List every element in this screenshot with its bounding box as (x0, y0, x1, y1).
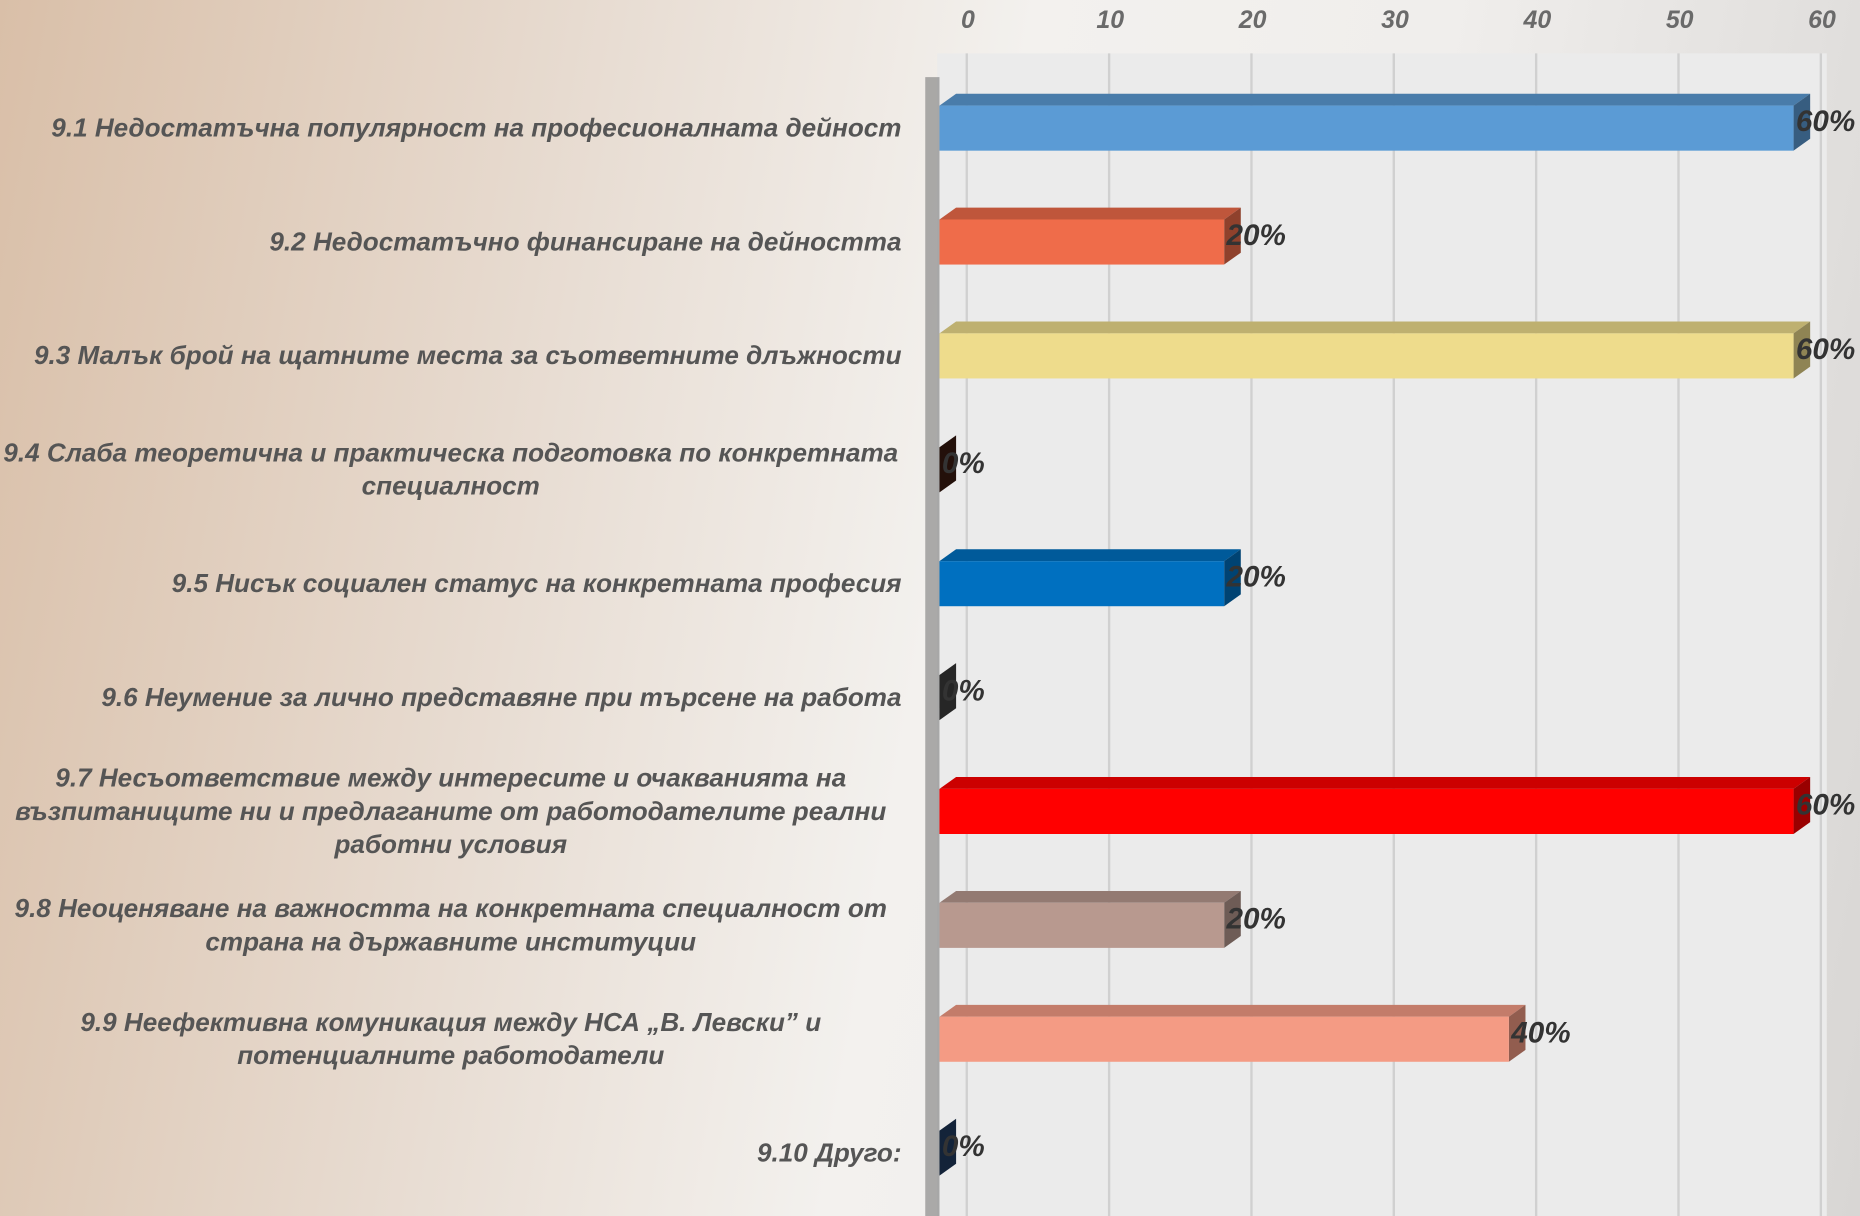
category-label: 9.10 Друго: (0, 1096, 902, 1210)
bar (939, 219, 1225, 265)
bar-top (939, 549, 1241, 562)
category-labels: 9.1 Недостатъчна популярност на професио… (0, 0, 902, 1216)
x-tick-label: 20 (1238, 6, 1267, 34)
bar (939, 1016, 1509, 1062)
bar-side (939, 663, 957, 721)
category-label: 9.9 Неефективна комуникация между НСА „В… (0, 982, 902, 1096)
bar (939, 788, 1794, 834)
value-label: 20% (1226, 902, 1286, 935)
category-label: 9.7 Несъответствие между интересите и оч… (0, 755, 902, 869)
category-text: 9.3 Малък брой на щатните места за съотв… (34, 340, 902, 371)
category-text: 9.8 Неоценяване на важността на конкретн… (14, 893, 887, 957)
value-label: 20% (1226, 561, 1286, 594)
bar (939, 561, 1225, 607)
category-text: 9.10 Друго: (756, 1137, 902, 1168)
x-tick-label: 60 (1808, 6, 1836, 34)
bar-top (939, 890, 1241, 903)
category-text: 9.1 Недостатъчна популярност на професио… (51, 112, 902, 143)
bar-side (1508, 1004, 1526, 1062)
bar-side (1793, 93, 1811, 151)
category-text: 9.2 Недостатъчно финансиране на дейностт… (269, 226, 902, 257)
bar-top (939, 93, 1811, 106)
bar-top (939, 321, 1811, 334)
x-tick-label: 10 (1096, 6, 1124, 34)
x-tick-label: 40 (1522, 6, 1551, 34)
value-label: 20% (1226, 219, 1286, 252)
category-label: 9.3 Малък брой на щатните места за съотв… (0, 299, 902, 413)
category-label: 9.8 Неоценяване на важността на конкретн… (0, 868, 902, 982)
value-label: 0% (942, 1130, 985, 1163)
bar (939, 105, 1794, 151)
category-label: 9.6 Неумение за лично представяне при тъ… (0, 641, 902, 755)
category-text: 9.4 Слаба теоретична и практическа подго… (3, 437, 899, 501)
value-label: 0% (942, 447, 985, 480)
bar-top (939, 1004, 1526, 1017)
value-label: 60% (1796, 105, 1855, 138)
bar-top (939, 207, 1241, 220)
bar-side (939, 1118, 957, 1176)
bar-side (939, 435, 957, 493)
bar-top (939, 777, 1811, 789)
plot-wall (925, 77, 940, 1216)
bar-side (1224, 207, 1241, 265)
category-text: 9.6 Неумение за лично представяне при тъ… (101, 682, 902, 712)
category-label: 9.4 Слаба теоретична и практическа подго… (0, 413, 902, 527)
value-label: 60% (1796, 333, 1855, 366)
category-label: 9.5 Нисък социален статус на конкретната… (0, 527, 902, 641)
x-tick-label: 50 (1666, 6, 1694, 34)
bar-side (1224, 890, 1241, 948)
category-text: 9.7 Несъответствие между интересите и оч… (15, 762, 887, 859)
category-text: 9.5 Нисък социален статус на конкретната… (171, 568, 902, 598)
category-text: 9.9 Неефективна комуникация между НСА „В… (80, 1007, 822, 1071)
bar-side (1793, 321, 1811, 379)
value-label: 60% (1796, 789, 1855, 822)
bar (939, 333, 1794, 379)
bar (939, 902, 1225, 948)
x-tick-label: 0 (961, 6, 975, 34)
bar-side (1793, 777, 1811, 834)
x-tick-label: 30 (1381, 6, 1409, 34)
category-label: 9.2 Недостатъчно финансиране на дейностт… (0, 185, 902, 299)
bar-side (1224, 549, 1241, 607)
category-label: 9.1 Недостатъчна популярност на професио… (0, 71, 902, 185)
value-label: 0% (942, 675, 985, 708)
value-label: 40% (1510, 1016, 1570, 1049)
